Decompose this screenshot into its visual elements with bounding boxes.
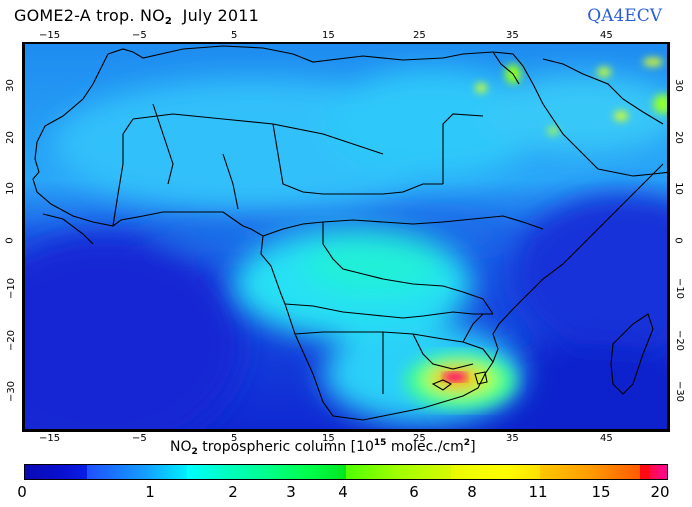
colorbar-label: 1 (145, 483, 155, 501)
y-tick: −30 (6, 380, 18, 403)
y-tick: −10 (6, 277, 18, 300)
colorbar-label: 11 (528, 483, 548, 501)
colorbar-segment (450, 465, 541, 479)
colorbar-segment (346, 465, 451, 479)
colorbar-label: 20 (650, 483, 670, 501)
colorbar-label: 6 (409, 483, 419, 501)
x-tick: 5 (231, 433, 238, 444)
y-tick: 0 (672, 237, 684, 244)
colorbar-label: 0 (17, 483, 27, 501)
colorbar-label: 4 (338, 483, 348, 501)
no2-heatmap (23, 44, 669, 430)
colorbar (24, 464, 668, 480)
colorbar-label: 15 (591, 483, 611, 501)
x-tick: 35 (506, 433, 519, 444)
chart-title: GOME2-A trop. NO2 July 2011 (14, 6, 260, 27)
colorbar-segment (25, 465, 87, 479)
y-tick: −10 (674, 277, 686, 300)
x-tick: 45 (600, 433, 613, 444)
country-borders (32, 45, 669, 421)
x-tick: 15 (322, 30, 335, 41)
colorbar-segment (266, 465, 346, 479)
x-tick: 35 (506, 30, 519, 41)
colorbar-segment (650, 465, 667, 479)
y-tick: 10 (4, 182, 16, 195)
bottom-axis-line (22, 429, 670, 432)
x-tick: −5 (132, 30, 147, 41)
y-tick: 0 (4, 237, 16, 244)
colorbar-segment (640, 465, 651, 479)
x-tick: 15 (322, 433, 335, 444)
x-tick: 25 (413, 433, 426, 444)
y-tick: 30 (672, 79, 684, 92)
colorbar-title: NO2 tropospheric column [1015 molec./cm2… (170, 438, 476, 457)
top-axis-line (22, 42, 670, 44)
colorbar-label: 8 (467, 483, 477, 501)
x-tick: 45 (600, 30, 613, 41)
colorbar-segment (186, 465, 267, 479)
y-tick: −30 (674, 380, 686, 403)
x-tick: −15 (39, 30, 61, 41)
colorbar-segment (86, 465, 187, 479)
y-tick: 20 (672, 131, 684, 144)
y-tick: −20 (6, 329, 18, 352)
x-tick: −15 (39, 433, 61, 444)
left-axis-line (22, 43, 25, 431)
map-plot-area (22, 43, 670, 431)
y-tick: 30 (4, 79, 16, 92)
colorbar-segment (540, 465, 641, 479)
x-tick: 25 (413, 30, 426, 41)
y-tick: −20 (674, 329, 686, 352)
brand-logo: QA4ECV (587, 6, 662, 26)
y-tick: 20 (4, 131, 16, 144)
colorbar-label: 2 (228, 483, 238, 501)
x-tick: −5 (132, 433, 147, 444)
y-tick: 10 (672, 182, 684, 195)
right-axis-line (667, 43, 670, 431)
colorbar-label: 3 (286, 483, 296, 501)
x-tick: 5 (231, 30, 238, 41)
